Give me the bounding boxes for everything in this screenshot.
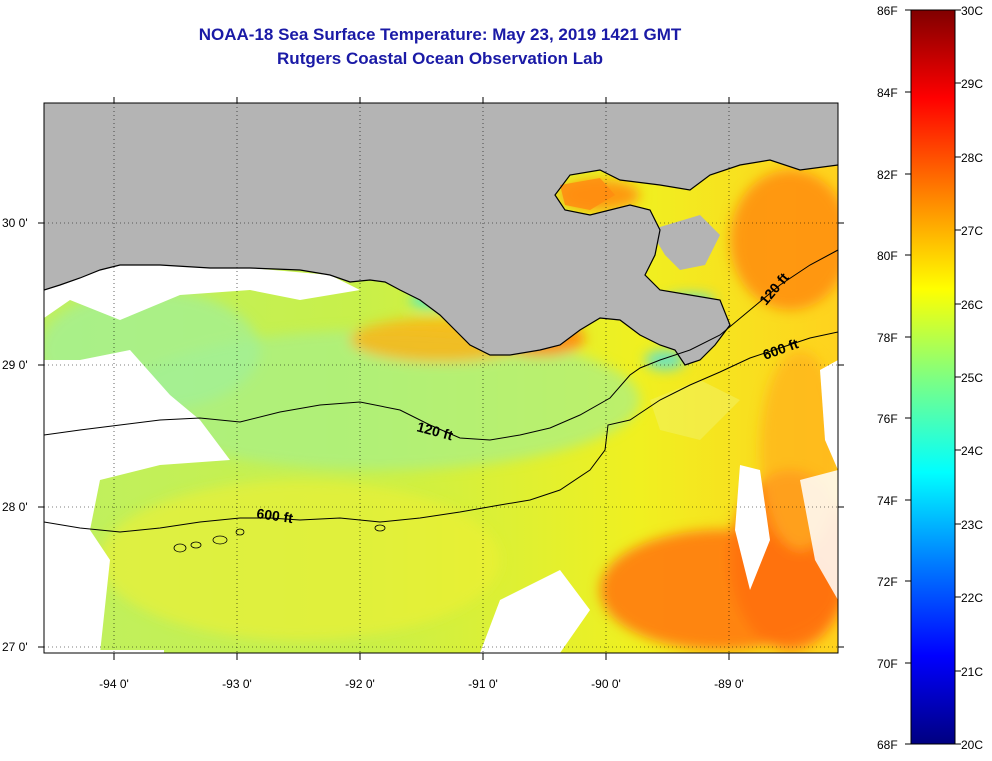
lon-label: -93 0' (222, 677, 252, 691)
colorbar-c-label: 22C (961, 591, 984, 605)
contour-label-600ft: 600 ft (256, 505, 295, 526)
colorbar-c-label: 24C (961, 444, 984, 458)
colorbar-c-label: 21C (961, 665, 984, 679)
colorbar-f-label: 82F (877, 168, 898, 182)
colorbar-c-label: 26C (961, 298, 984, 312)
cloud-mask (44, 262, 838, 653)
colorbar-f-label: 78F (877, 331, 898, 345)
map-title: NOAA-18 Sea Surface Temperature: May 23,… (198, 25, 682, 44)
colorbar (910, 9, 956, 745)
colorbar-c-label: 29C (961, 77, 984, 91)
coastline (44, 159, 838, 366)
colorbar-f-label: 80F (877, 249, 898, 263)
colorbar-f-label: 72F (877, 575, 898, 589)
colorbar-f-label: 74F (877, 494, 898, 508)
lon-label: -89 0' (714, 677, 744, 691)
colorbar-c-label: 27C (961, 224, 984, 238)
colorbar-f-label: 70F (877, 657, 898, 671)
lon-label: -92 0' (345, 677, 375, 691)
lat-label: 28 0' (2, 500, 28, 514)
contour-120ft (44, 249, 838, 441)
contour-600ft (44, 331, 838, 533)
graticule (44, 103, 838, 653)
land-mass (44, 103, 838, 365)
lat-label: 29 0' (2, 358, 28, 372)
lat-label: 27 0' (2, 640, 28, 654)
colorbar-c-label: 30C (961, 4, 984, 18)
colorbar-c-label: 28C (961, 151, 984, 165)
colorbar-f-label: 86F (877, 4, 898, 18)
colorbar-ticks (905, 9, 961, 745)
colorbar-f-label: 76F (877, 412, 898, 426)
colorbar-f-label: 68F (877, 738, 898, 752)
lat-label: 30 0' (2, 216, 28, 230)
lon-label: -91 0' (468, 677, 498, 691)
lon-label: -94 0' (99, 677, 129, 691)
colorbar-c-label: 25C (961, 371, 984, 385)
contour-islands (173, 524, 386, 553)
colorbar-c-label: 20C (961, 738, 984, 752)
colorbar-c-label: 23C (961, 518, 984, 532)
axis-ticks (38, 97, 844, 660)
map-subtitle: Rutgers Coastal Ocean Observation Lab (277, 49, 603, 68)
map-area (44, 103, 838, 653)
colorbar-f-label: 84F (877, 86, 898, 100)
map-frame (43, 102, 839, 654)
lon-label: -90 0' (591, 677, 621, 691)
